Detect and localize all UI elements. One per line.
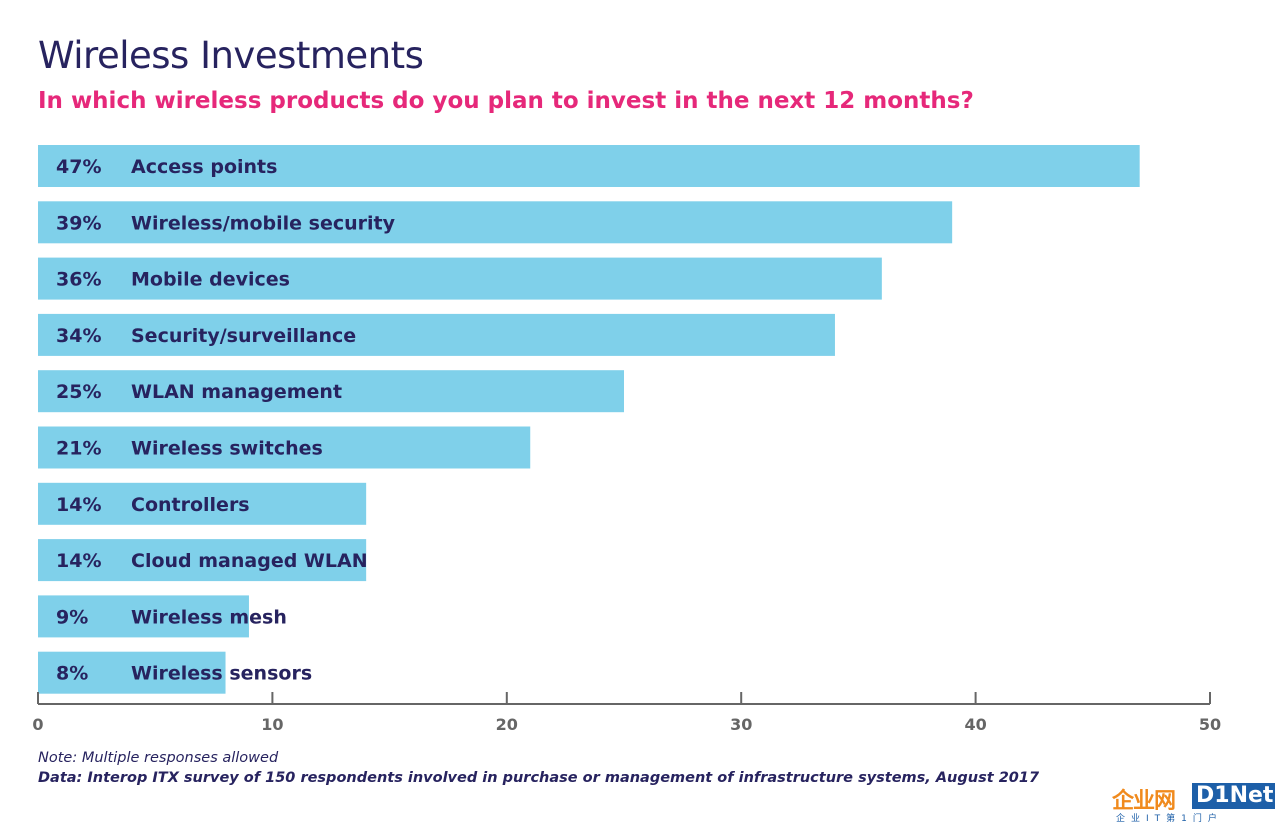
bar-9 <box>38 651 226 694</box>
bar-value-label-1: 39% <box>56 212 101 234</box>
note-text: Note: Multiple responses allowed <box>38 750 279 766</box>
bar-2 <box>38 257 882 300</box>
bar-value-label-3: 34% <box>56 325 101 347</box>
x-tick-label-0: 0 <box>32 715 43 734</box>
x-tick-label-2: 20 <box>496 715 518 734</box>
bar-4 <box>38 370 624 413</box>
bar-value-label-8: 9% <box>56 606 88 628</box>
bar-category-label-0: Access points <box>131 156 277 178</box>
bar-category-label-8: Wireless mesh <box>131 606 287 628</box>
bar-value-label-7: 14% <box>56 550 101 572</box>
bar-category-label-6: Controllers <box>131 494 250 516</box>
bar-8 <box>38 595 249 638</box>
logo-en-text: D1Net <box>1192 783 1275 809</box>
bar-7 <box>38 539 367 582</box>
logo-cn-text: 企业网 <box>1112 789 1176 814</box>
d1net-logo: 企业网 D1Net 企业IT第1门户 <box>1112 783 1275 824</box>
bar-value-label-2: 36% <box>56 269 101 291</box>
bar-3 <box>38 313 835 356</box>
bar-5 <box>38 426 531 469</box>
bar-value-label-0: 47% <box>56 156 101 178</box>
bar-category-label-5: Wireless switches <box>131 438 323 460</box>
x-tick-label-1: 10 <box>261 715 283 734</box>
bar-value-label-5: 21% <box>56 438 101 460</box>
chart-title: Wireless Investments <box>38 34 424 77</box>
bar-category-label-2: Mobile devices <box>131 269 290 291</box>
bar-0 <box>38 145 1140 187</box>
logo-sub-text: 企业IT第1门户 <box>1116 814 1223 824</box>
source-text: Data: Interop ITX survey of 150 responde… <box>38 770 1040 786</box>
bar-1 <box>38 201 953 244</box>
bar-category-label-1: Wireless/mobile security <box>131 212 396 234</box>
bar-category-label-9: Wireless sensors <box>131 663 312 685</box>
x-tick-label-5: 50 <box>1199 715 1221 734</box>
bar-value-label-6: 14% <box>56 494 101 516</box>
bar-category-label-7: Cloud managed WLAN <box>131 550 368 572</box>
x-tick-label-4: 40 <box>964 715 986 734</box>
bar-value-label-4: 25% <box>56 381 101 403</box>
bar-value-label-9: 8% <box>56 663 88 685</box>
x-tick-label-3: 30 <box>730 715 752 734</box>
bar-category-label-4: WLAN management <box>131 381 342 403</box>
bar-6 <box>38 482 367 525</box>
bar-category-label-3: Security/surveillance <box>131 325 356 347</box>
chart-subtitle: In which wireless products do you plan t… <box>38 88 974 114</box>
